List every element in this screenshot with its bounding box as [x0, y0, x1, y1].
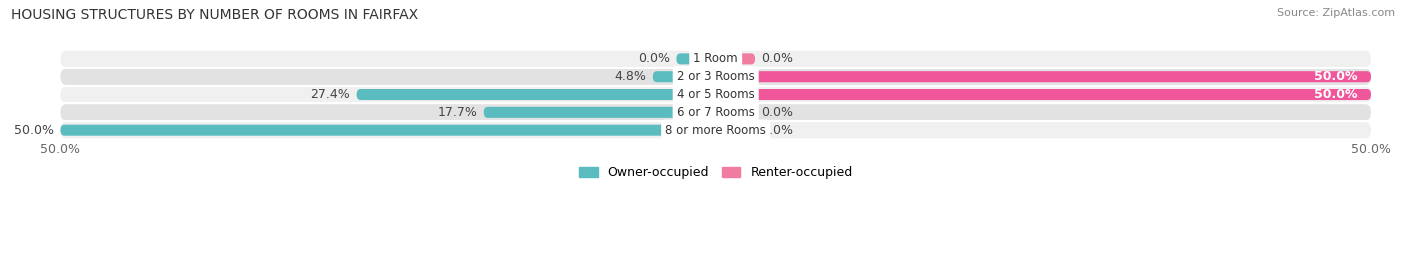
Text: 1 Room: 1 Room: [693, 52, 738, 65]
FancyBboxPatch shape: [716, 107, 755, 118]
FancyBboxPatch shape: [716, 53, 755, 64]
FancyBboxPatch shape: [716, 125, 755, 136]
Text: Source: ZipAtlas.com: Source: ZipAtlas.com: [1277, 8, 1395, 18]
FancyBboxPatch shape: [60, 122, 1371, 138]
FancyBboxPatch shape: [357, 89, 716, 100]
Text: 27.4%: 27.4%: [311, 88, 350, 101]
Text: 50.0%: 50.0%: [1315, 88, 1358, 101]
FancyBboxPatch shape: [60, 51, 1371, 67]
Text: 4.8%: 4.8%: [614, 70, 647, 83]
Text: 50.0%: 50.0%: [1315, 70, 1358, 83]
FancyBboxPatch shape: [60, 86, 1371, 103]
Text: 0.0%: 0.0%: [762, 124, 793, 137]
Text: 8 or more Rooms: 8 or more Rooms: [665, 124, 766, 137]
Text: 4 or 5 Rooms: 4 or 5 Rooms: [676, 88, 755, 101]
Text: 2 or 3 Rooms: 2 or 3 Rooms: [676, 70, 755, 83]
FancyBboxPatch shape: [60, 104, 1371, 121]
Text: 0.0%: 0.0%: [762, 106, 793, 119]
FancyBboxPatch shape: [716, 89, 1371, 100]
FancyBboxPatch shape: [716, 71, 1371, 82]
FancyBboxPatch shape: [484, 107, 716, 118]
Text: HOUSING STRUCTURES BY NUMBER OF ROOMS IN FAIRFAX: HOUSING STRUCTURES BY NUMBER OF ROOMS IN…: [11, 8, 419, 22]
Text: 0.0%: 0.0%: [762, 52, 793, 65]
FancyBboxPatch shape: [60, 125, 716, 136]
Text: 6 or 7 Rooms: 6 or 7 Rooms: [676, 106, 755, 119]
FancyBboxPatch shape: [60, 69, 1371, 85]
Legend: Owner-occupied, Renter-occupied: Owner-occupied, Renter-occupied: [579, 166, 852, 179]
Text: 0.0%: 0.0%: [638, 52, 669, 65]
Text: 50.0%: 50.0%: [14, 124, 53, 137]
Text: 17.7%: 17.7%: [437, 106, 477, 119]
FancyBboxPatch shape: [676, 53, 716, 64]
FancyBboxPatch shape: [652, 71, 716, 82]
